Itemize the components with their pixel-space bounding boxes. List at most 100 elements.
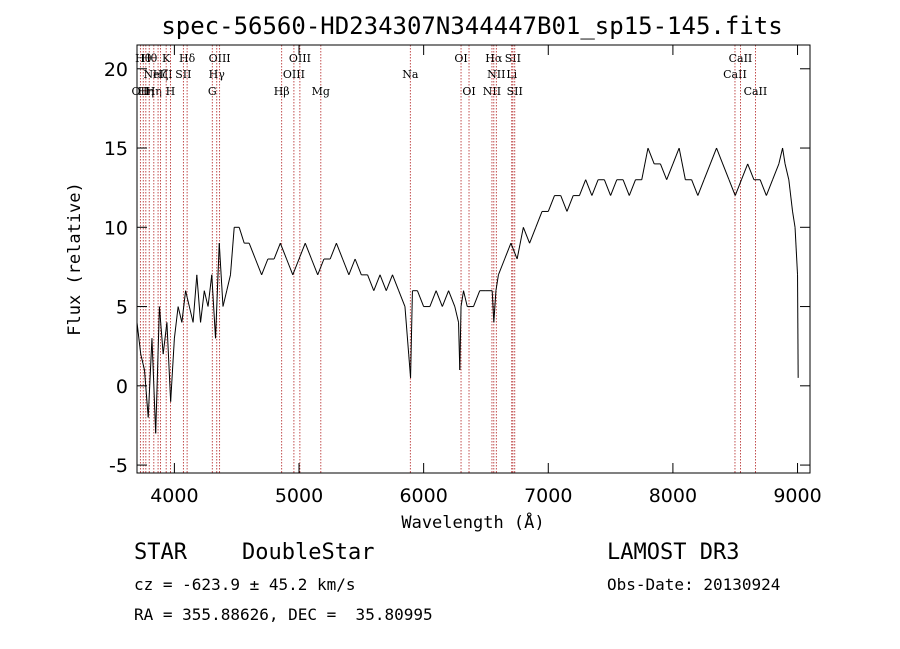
flux-segment	[170, 338, 175, 402]
flux-segment	[286, 258, 294, 276]
flux-segment	[495, 274, 499, 291]
flux-segment	[603, 179, 612, 196]
flux-segment	[211, 274, 217, 339]
flux-segment	[177, 306, 183, 323]
x-tick-label: 4000	[150, 485, 198, 507]
flux-segment	[716, 147, 724, 165]
x-tick-label: 9000	[773, 485, 821, 507]
flux-segment	[218, 243, 224, 307]
flux-segment	[292, 258, 300, 276]
flux-segment	[151, 338, 157, 434]
flux-segment	[504, 242, 512, 260]
flux-segment	[158, 306, 164, 355]
flux-segment	[188, 306, 194, 323]
line-label: CaII	[723, 68, 747, 81]
flux-segment	[342, 258, 350, 276]
line-label: OII	[132, 85, 150, 98]
flux-segment	[441, 290, 450, 307]
flux-segment	[794, 227, 799, 275]
flux-segment	[703, 163, 711, 180]
flux-segment	[772, 163, 780, 180]
flux-segment	[591, 179, 599, 196]
flux-segment	[628, 179, 636, 196]
flux-segment	[416, 290, 425, 307]
line-label: SII	[175, 68, 191, 81]
flux-segment	[641, 147, 649, 180]
line-label: OIII	[289, 52, 311, 65]
flux-segment	[162, 322, 168, 355]
x-tick-label: 7000	[524, 485, 572, 507]
line-label: Hη	[146, 85, 162, 98]
flux-segment	[516, 227, 524, 260]
line-label: CaII	[744, 85, 768, 98]
flux-segment	[522, 227, 531, 244]
flux-segment	[435, 290, 443, 307]
axis-ticks: 4000 5000 6000 7000 8000 9000 -5 0 5 10 15 20	[104, 45, 822, 507]
plot-frame	[136, 44, 811, 474]
flux-segment	[784, 163, 790, 180]
line-label: NII	[483, 85, 501, 98]
flux-segment	[566, 195, 574, 212]
flux-segment	[254, 258, 263, 276]
flux-segment	[510, 242, 518, 260]
line-label: Hα	[485, 52, 503, 65]
line-label: Na	[402, 68, 419, 81]
flux-segment	[147, 338, 153, 418]
flux-segment	[348, 258, 356, 276]
x-tick-label: 6000	[399, 485, 447, 507]
object-class: STAR	[134, 540, 187, 565]
chart-title: spec-56560-HD234307N344447B01_sp15-145.f…	[161, 12, 782, 40]
flux-segment	[222, 290, 228, 307]
flux-segment	[385, 274, 393, 291]
flux-segment	[709, 147, 717, 165]
line-label: Hδ	[179, 52, 196, 65]
flux-segment	[463, 290, 468, 307]
line-label: Mg	[312, 85, 330, 98]
flux-segment	[622, 179, 630, 196]
line-label: Hθ	[135, 52, 152, 65]
flux-segment	[560, 195, 568, 212]
flux-segment	[238, 227, 245, 244]
flux-segment	[460, 290, 465, 307]
flux-segment	[473, 290, 481, 307]
flux-segment	[448, 290, 456, 307]
flux-segment	[226, 274, 231, 291]
flux-segment	[215, 243, 220, 339]
line-label: Hβ	[274, 85, 290, 98]
line-label: NeIII	[143, 68, 172, 81]
flux-segment	[659, 163, 668, 180]
flux-segment	[373, 274, 381, 291]
flux-segment	[678, 147, 686, 180]
flux-segment	[647, 147, 655, 165]
flux-segment	[181, 290, 187, 323]
flux-segment	[778, 147, 784, 165]
line-label: NII	[487, 68, 505, 81]
flux-segment	[722, 163, 730, 180]
y-tick-label: 20	[104, 59, 128, 81]
flux-segment	[248, 242, 256, 260]
flux-segment	[185, 290, 190, 307]
line-label: OIII	[283, 68, 305, 81]
line-label: SII	[507, 85, 523, 98]
flux-segment	[765, 179, 774, 196]
flux-segment	[547, 195, 555, 212]
line-label: Hγ	[209, 68, 226, 81]
flux-segment	[497, 258, 506, 276]
survey-name: LAMOST DR3	[607, 540, 740, 565]
flux-segment	[429, 290, 437, 307]
y-tick-label: -5	[109, 455, 128, 477]
line-label: SII	[505, 52, 521, 65]
line-label: G	[208, 85, 217, 98]
flux-segment	[398, 290, 406, 307]
flux-segment	[166, 322, 172, 402]
flux-segment	[666, 163, 674, 180]
flux-segment	[304, 242, 312, 260]
flux-segment	[697, 179, 705, 196]
flux-segment	[672, 147, 680, 165]
line-label: Li	[506, 68, 517, 81]
flux-segment	[529, 227, 537, 244]
flux-segment	[140, 353, 145, 371]
coordinates: RA = 355.88626, DEC = 35.80995	[134, 605, 433, 624]
flux-segment	[747, 163, 755, 180]
flux-segment	[298, 242, 306, 260]
